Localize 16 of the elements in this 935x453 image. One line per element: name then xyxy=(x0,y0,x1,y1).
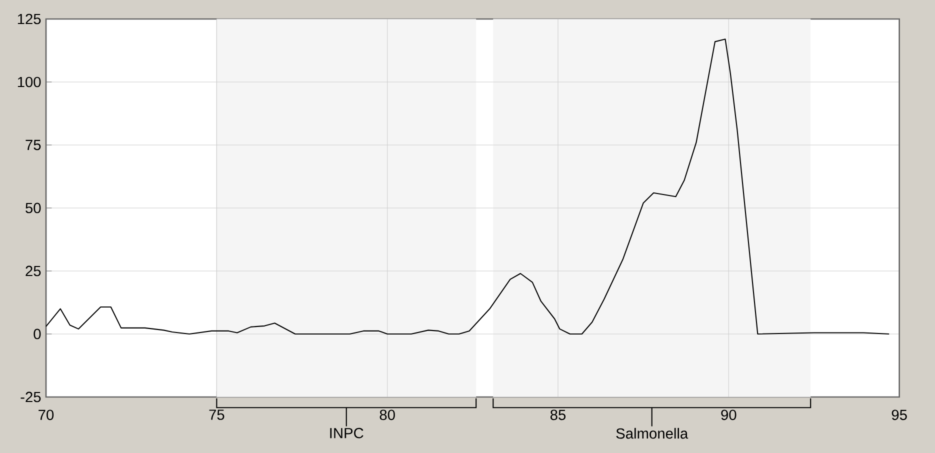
x-tick-label: 80 xyxy=(380,410,395,420)
x-tick-label: 90 xyxy=(721,410,736,420)
x-tick-label: 85 xyxy=(550,410,566,420)
y-tick-label: -25 xyxy=(20,392,41,402)
x-tick-label: 70 xyxy=(38,410,54,420)
line-series xyxy=(45,38,890,335)
band-label: Salmonella xyxy=(616,428,688,439)
y-tick-label: 0 xyxy=(34,328,41,340)
y-tick-label: 75 xyxy=(26,140,41,150)
y-tick-label: 125 xyxy=(18,14,41,24)
y-tick-label: 25 xyxy=(26,266,41,276)
x-tick-label: 95 xyxy=(892,410,907,420)
x-tick-label: 75 xyxy=(209,410,224,420)
y-tick-label: 100 xyxy=(18,76,41,88)
y-tick-label: 50 xyxy=(26,202,41,214)
band-label: INPC xyxy=(330,428,364,438)
